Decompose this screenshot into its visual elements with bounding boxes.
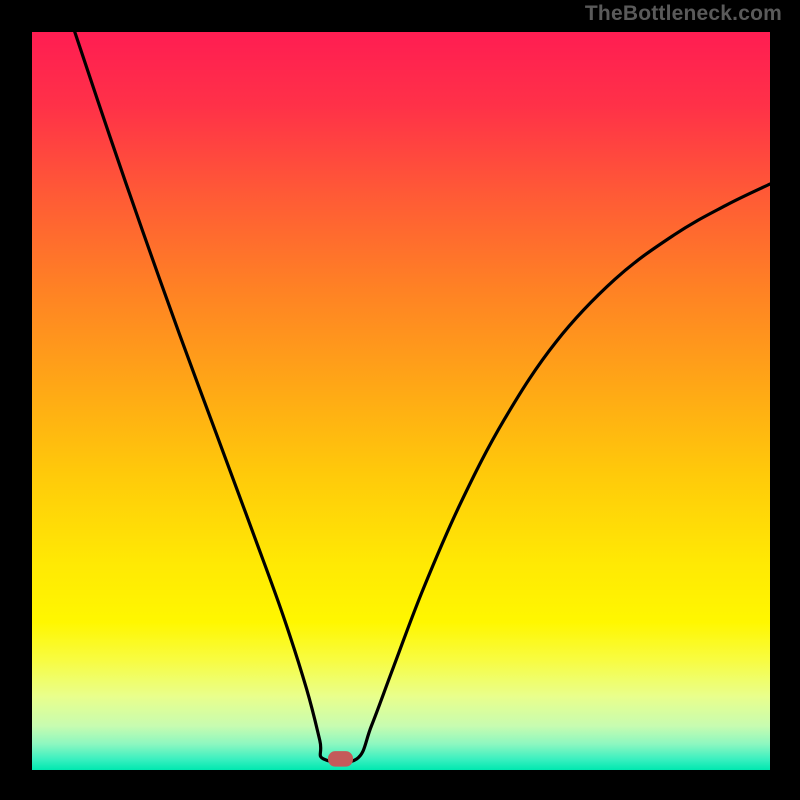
chart-plot-area xyxy=(32,32,770,770)
watermark-text: TheBottleneck.com xyxy=(585,2,782,26)
chart-svg xyxy=(32,32,770,770)
gradient-background xyxy=(32,32,770,770)
minimum-marker xyxy=(328,751,353,767)
